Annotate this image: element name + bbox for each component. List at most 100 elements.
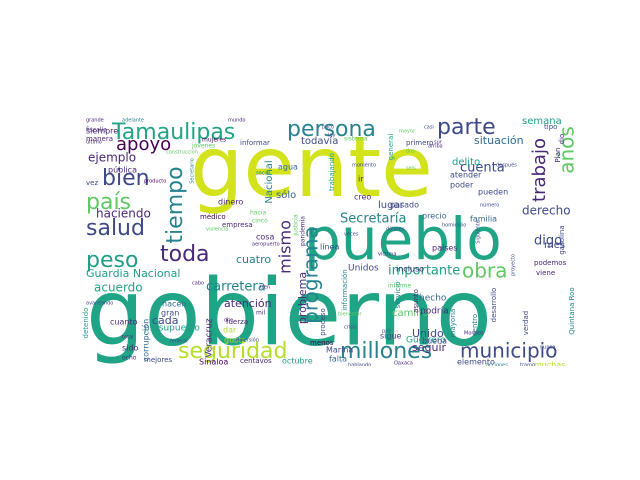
- cloud-word: presupuesto: [144, 324, 200, 334]
- cloud-word: ley: [328, 133, 335, 139]
- cloud-word: hecho: [419, 294, 447, 304]
- cloud-word: bienestar: [338, 312, 363, 318]
- cloud-word: después: [496, 162, 517, 169]
- cloud-word: gente: [190, 118, 433, 216]
- cloud-word: semana: [522, 116, 562, 127]
- cloud-word: Veracruz: [205, 318, 215, 358]
- cloud-word: sólo: [276, 189, 296, 201]
- cloud-word: producto: [144, 179, 166, 185]
- cloud-word: mujeres: [202, 137, 226, 144]
- cloud-word: violencia: [206, 227, 228, 233]
- cloud-word: tiempo: [163, 166, 188, 243]
- cloud-word: mayor: [399, 129, 416, 135]
- cloud-word: número: [480, 202, 499, 209]
- cloud-word: hacen: [162, 300, 186, 309]
- cloud-word: familia: [470, 215, 497, 224]
- cloud-word: veces: [344, 232, 359, 238]
- cloud-word: social: [256, 171, 270, 177]
- cloud-word: proyecto: [511, 254, 517, 276]
- cloud-word: pueblo: [304, 205, 502, 273]
- cloud-word: delito: [452, 157, 480, 168]
- cloud-word: ir: [358, 175, 364, 184]
- cloud-word: información: [341, 269, 349, 311]
- cloud-word: seguir: [412, 341, 447, 354]
- cloud-word: atender: [450, 171, 482, 180]
- cloud-word: municipio: [460, 339, 557, 363]
- cloud-word: lugar: [378, 200, 405, 211]
- cloud-word: casi: [424, 125, 434, 131]
- cloud-word: Guardia Nacional: [86, 267, 180, 280]
- cloud-word: adelante: [122, 118, 144, 124]
- cloud-word: Oaxaca: [394, 361, 413, 367]
- cloud-word: dio: [558, 134, 566, 145]
- cloud-word: agua: [278, 163, 298, 172]
- cloud-word: tipo: [544, 123, 557, 131]
- cloud-word: atención: [224, 297, 272, 310]
- cloud-word: todavía: [301, 135, 338, 147]
- cloud-word: buena: [422, 337, 447, 346]
- cloud-word: trabajo: [529, 138, 550, 202]
- cloud-word: proceso: [319, 308, 327, 336]
- cloud-word: podemos: [534, 259, 567, 267]
- cloud-word: cada: [152, 314, 179, 327]
- cloud-word: acciones: [486, 363, 508, 367]
- cloud-word: problema: [296, 272, 309, 324]
- cloud-word: falta: [329, 355, 347, 364]
- cloud-word: menos: [310, 339, 334, 347]
- cloud-word: obra: [462, 259, 507, 283]
- cloud-word: país: [86, 190, 131, 215]
- cloud-word: poco: [322, 125, 334, 131]
- cloud-word: jóvenes: [191, 143, 215, 150]
- cloud-word: millones: [340, 339, 432, 364]
- cloud-word: servicio: [394, 282, 402, 309]
- cloud-word: cuatro: [236, 253, 271, 266]
- cloud-word: mes: [544, 240, 565, 251]
- cloud-word: gusto: [224, 336, 246, 345]
- cloud-word: fiscalía: [86, 127, 107, 134]
- cloud-word: informe: [388, 283, 411, 290]
- cloud-word: gran: [161, 309, 179, 318]
- cloud-word: total: [122, 335, 133, 341]
- cloud-word: mayoría: [449, 309, 457, 338]
- cloud-word: momento: [352, 163, 376, 169]
- cloud-word: Unidos: [348, 264, 379, 274]
- cloud-word: construcción: [166, 149, 198, 156]
- cloud-word: sistema: [344, 136, 368, 143]
- cloud-word: siempre: [86, 127, 118, 136]
- cloud-word: viene: [536, 269, 555, 277]
- cloud-word: centavos: [240, 357, 272, 365]
- cloud-word: informar: [240, 139, 270, 147]
- cloud-word: dos: [406, 149, 415, 155]
- cloud-word: general: [387, 134, 395, 161]
- cloud-word: Tamaulipas: [111, 120, 235, 145]
- cloud-word: Quintana Roo: [568, 287, 576, 334]
- cloud-word: situación: [474, 134, 524, 147]
- cloud-word: centro: [471, 314, 479, 336]
- cloud-word: Morelos: [464, 331, 484, 337]
- cloud-word: línea: [320, 243, 339, 252]
- cloud-word: incluso: [396, 265, 424, 274]
- cloud-word: tren: [260, 285, 270, 291]
- cloud-word: ocho: [122, 355, 137, 362]
- cloud-word: Marina: [326, 346, 353, 355]
- cloud-word: pública: [108, 166, 137, 175]
- cloud-word: justicia: [293, 214, 300, 237]
- cloud-word: cosa: [256, 233, 274, 242]
- cloud-word: persona: [287, 117, 376, 142]
- cloud-word: digo: [534, 234, 562, 249]
- cloud-word: Siguiente: [476, 220, 482, 244]
- cloud-word: dólares: [386, 226, 405, 233]
- cloud-word: gasolina: [558, 225, 566, 254]
- cloud-word: mil: [256, 310, 266, 317]
- cloud-word: avanzando: [86, 301, 113, 307]
- cloud-word: crisis: [344, 325, 357, 331]
- cloud-word: federal: [170, 339, 188, 345]
- cloud-word: nunca: [540, 345, 555, 351]
- cloud-word: gobierno: [86, 259, 492, 366]
- cloud-word: asunto: [412, 289, 420, 313]
- cloud-word: cabo: [192, 281, 204, 287]
- cloud-word: arriba: [428, 144, 443, 150]
- cloud-word: aeropuerto: [252, 242, 280, 248]
- cloud-word: último: [86, 139, 102, 146]
